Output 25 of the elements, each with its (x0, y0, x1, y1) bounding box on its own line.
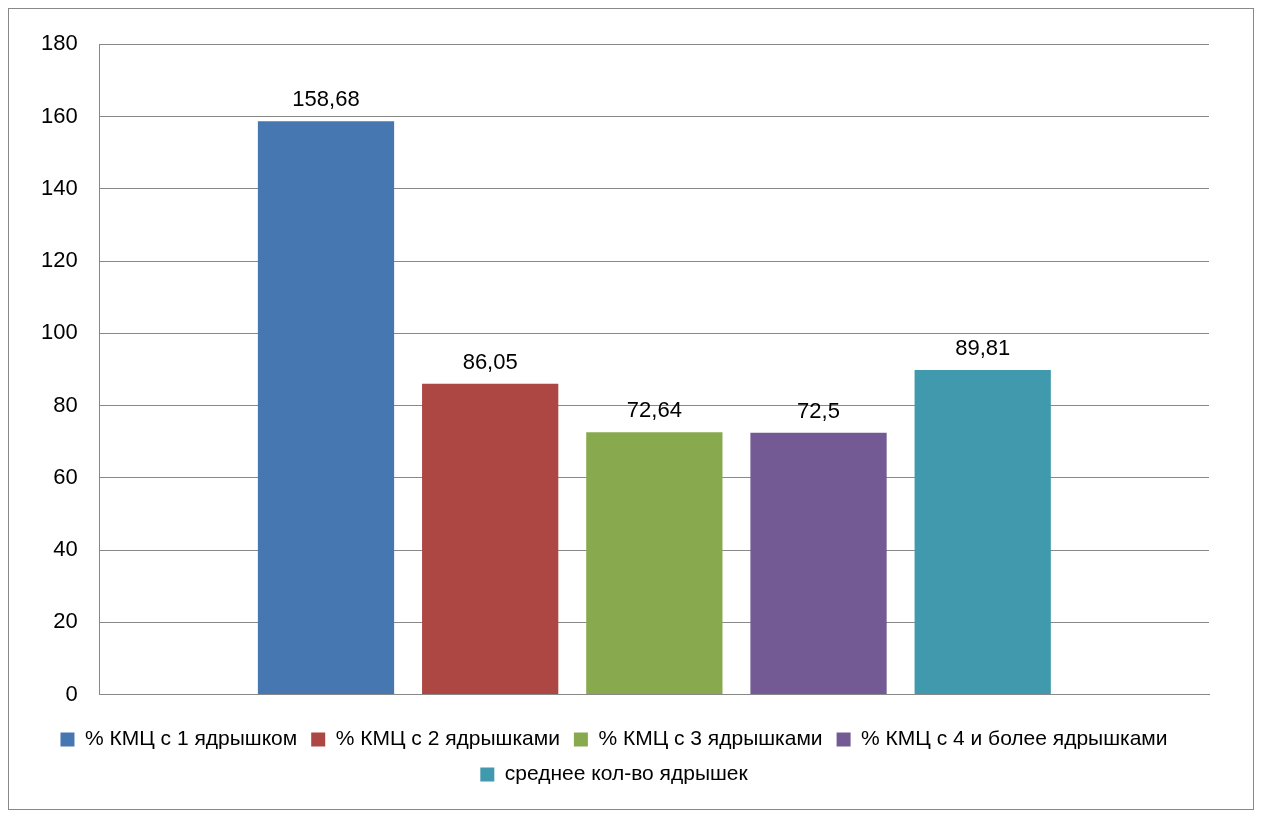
y-tick-label: 120 (40, 247, 78, 273)
y-tick-label: 40 (53, 536, 78, 562)
bar (750, 432, 887, 695)
legend-label: % КМЦ с 1 ядрышком (84, 726, 298, 750)
data-label: 72,5 (797, 397, 840, 423)
bar (422, 383, 559, 695)
legend-label: % КМЦ с 2 ядрышками (335, 726, 560, 750)
y-tick-label: 100 (40, 319, 78, 345)
data-label: 89,81 (955, 335, 1011, 361)
data-label: 158,68 (292, 86, 360, 112)
y-tick-label: 20 (53, 608, 78, 634)
y-tick-label: 0 (65, 680, 78, 706)
y-tick-label: 80 (53, 391, 78, 417)
legend-label: % КМЦ с 3 ядрышками (598, 726, 823, 750)
y-tick-label: 140 (40, 174, 78, 200)
y-tick-label: 160 (40, 102, 78, 128)
y-tick-label: 180 (40, 30, 78, 56)
data-label: 72,64 (626, 397, 682, 423)
y-tick-label: 60 (53, 463, 78, 489)
legend-label: % КМЦ с 4 и более ядрышками (861, 726, 1168, 750)
bar (586, 432, 723, 695)
bar (257, 121, 395, 695)
bar (914, 370, 1051, 695)
data-label: 86,05 (462, 348, 518, 374)
legend-label: среднее кол-во ядрышек (504, 761, 749, 785)
